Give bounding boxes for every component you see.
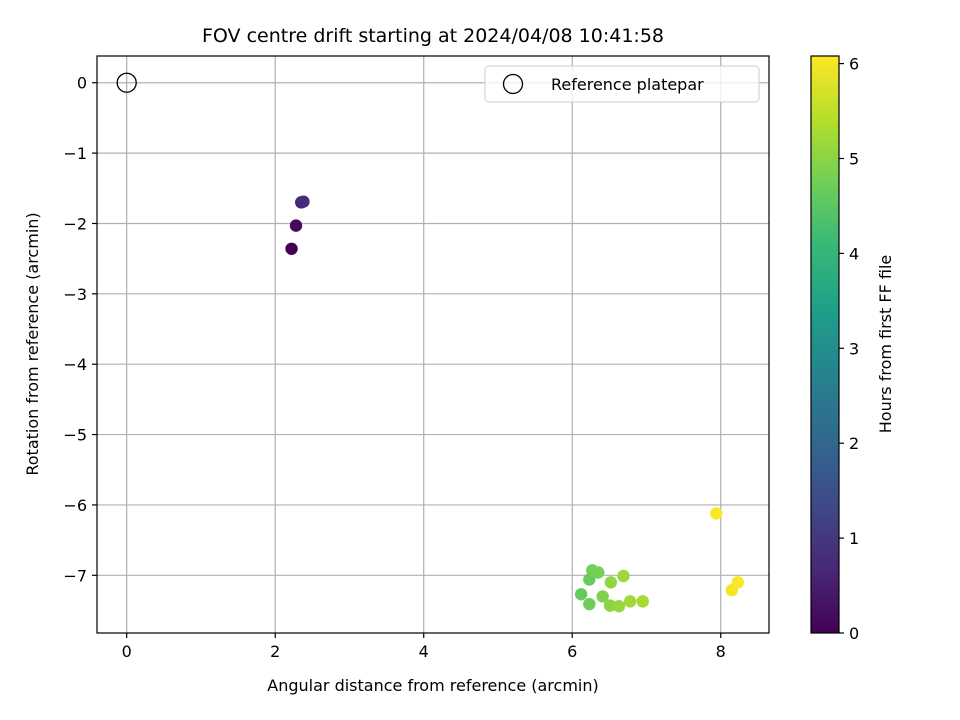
x-axis-label: Angular distance from reference (arcmin) [267, 676, 598, 695]
colorbar-tick-label: 2 [849, 434, 859, 453]
chart-title: FOV centre drift starting at 2024/04/08 … [202, 25, 664, 47]
y-axis-ticks: 0 −1 −2 −3 −4 −5 −6 −7 [63, 74, 97, 585]
y-tick-label: −2 [63, 214, 87, 233]
x-tick-label: 8 [716, 642, 726, 661]
colorbar: 0 1 2 3 4 5 6 Hours from first FF file [810, 55, 895, 643]
y-tick-label: 0 [77, 74, 87, 93]
legend-marker-icon [502, 73, 524, 95]
x-tick-label: 2 [270, 642, 280, 661]
colorbar-tick-label: 3 [849, 339, 859, 358]
data-point [603, 599, 617, 612]
legend-box [484, 65, 760, 103]
data-point [617, 569, 630, 583]
legend: Reference platepar [484, 65, 760, 103]
y-tick-label: −3 [63, 285, 87, 304]
data-point [612, 600, 626, 613]
reference-platepar-point [116, 72, 137, 93]
data-point [285, 242, 298, 256]
colorbar-gradient [811, 56, 839, 633]
y-axis-label: Rotation from reference (arcmin) [23, 212, 42, 475]
data-point [289, 219, 303, 232]
data-points [285, 195, 745, 613]
data-point [574, 588, 588, 601]
data-point [596, 590, 609, 603]
data-point [592, 566, 605, 579]
x-tick-label: 4 [419, 642, 429, 661]
y-tick-label: −4 [63, 355, 87, 374]
y-tick-label: −5 [63, 426, 87, 445]
y-tick-label: −6 [63, 496, 87, 515]
data-point [710, 507, 723, 520]
data-point [731, 576, 745, 589]
colorbar-tick-label: 4 [849, 244, 859, 263]
colorbar-tick-label: 0 [849, 624, 859, 643]
x-axis-ticks: 0 2 4 6 8 [122, 633, 726, 661]
data-point [297, 195, 310, 208]
y-tick-label: −1 [63, 144, 87, 163]
colorbar-tick-label: 6 [849, 55, 859, 74]
data-point [623, 595, 637, 608]
plot-frame [96, 55, 770, 634]
colorbar-label: Hours from first FF file [876, 255, 895, 434]
legend-entry-reference: Reference platepar [551, 75, 704, 94]
data-point [604, 576, 618, 589]
x-tick-label: 0 [122, 642, 132, 661]
colorbar-tick-label: 5 [849, 149, 859, 168]
colorbar-tick-label: 1 [849, 529, 859, 548]
data-point [636, 595, 649, 608]
reference-marker [116, 72, 137, 93]
y-tick-label: −7 [63, 566, 87, 585]
colorbar-frame [810, 55, 840, 634]
colorbar-ticks: 0 1 2 3 4 5 6 [839, 55, 859, 643]
x-tick-label: 6 [567, 642, 577, 661]
grid [97, 56, 769, 633]
data-point [583, 597, 596, 611]
